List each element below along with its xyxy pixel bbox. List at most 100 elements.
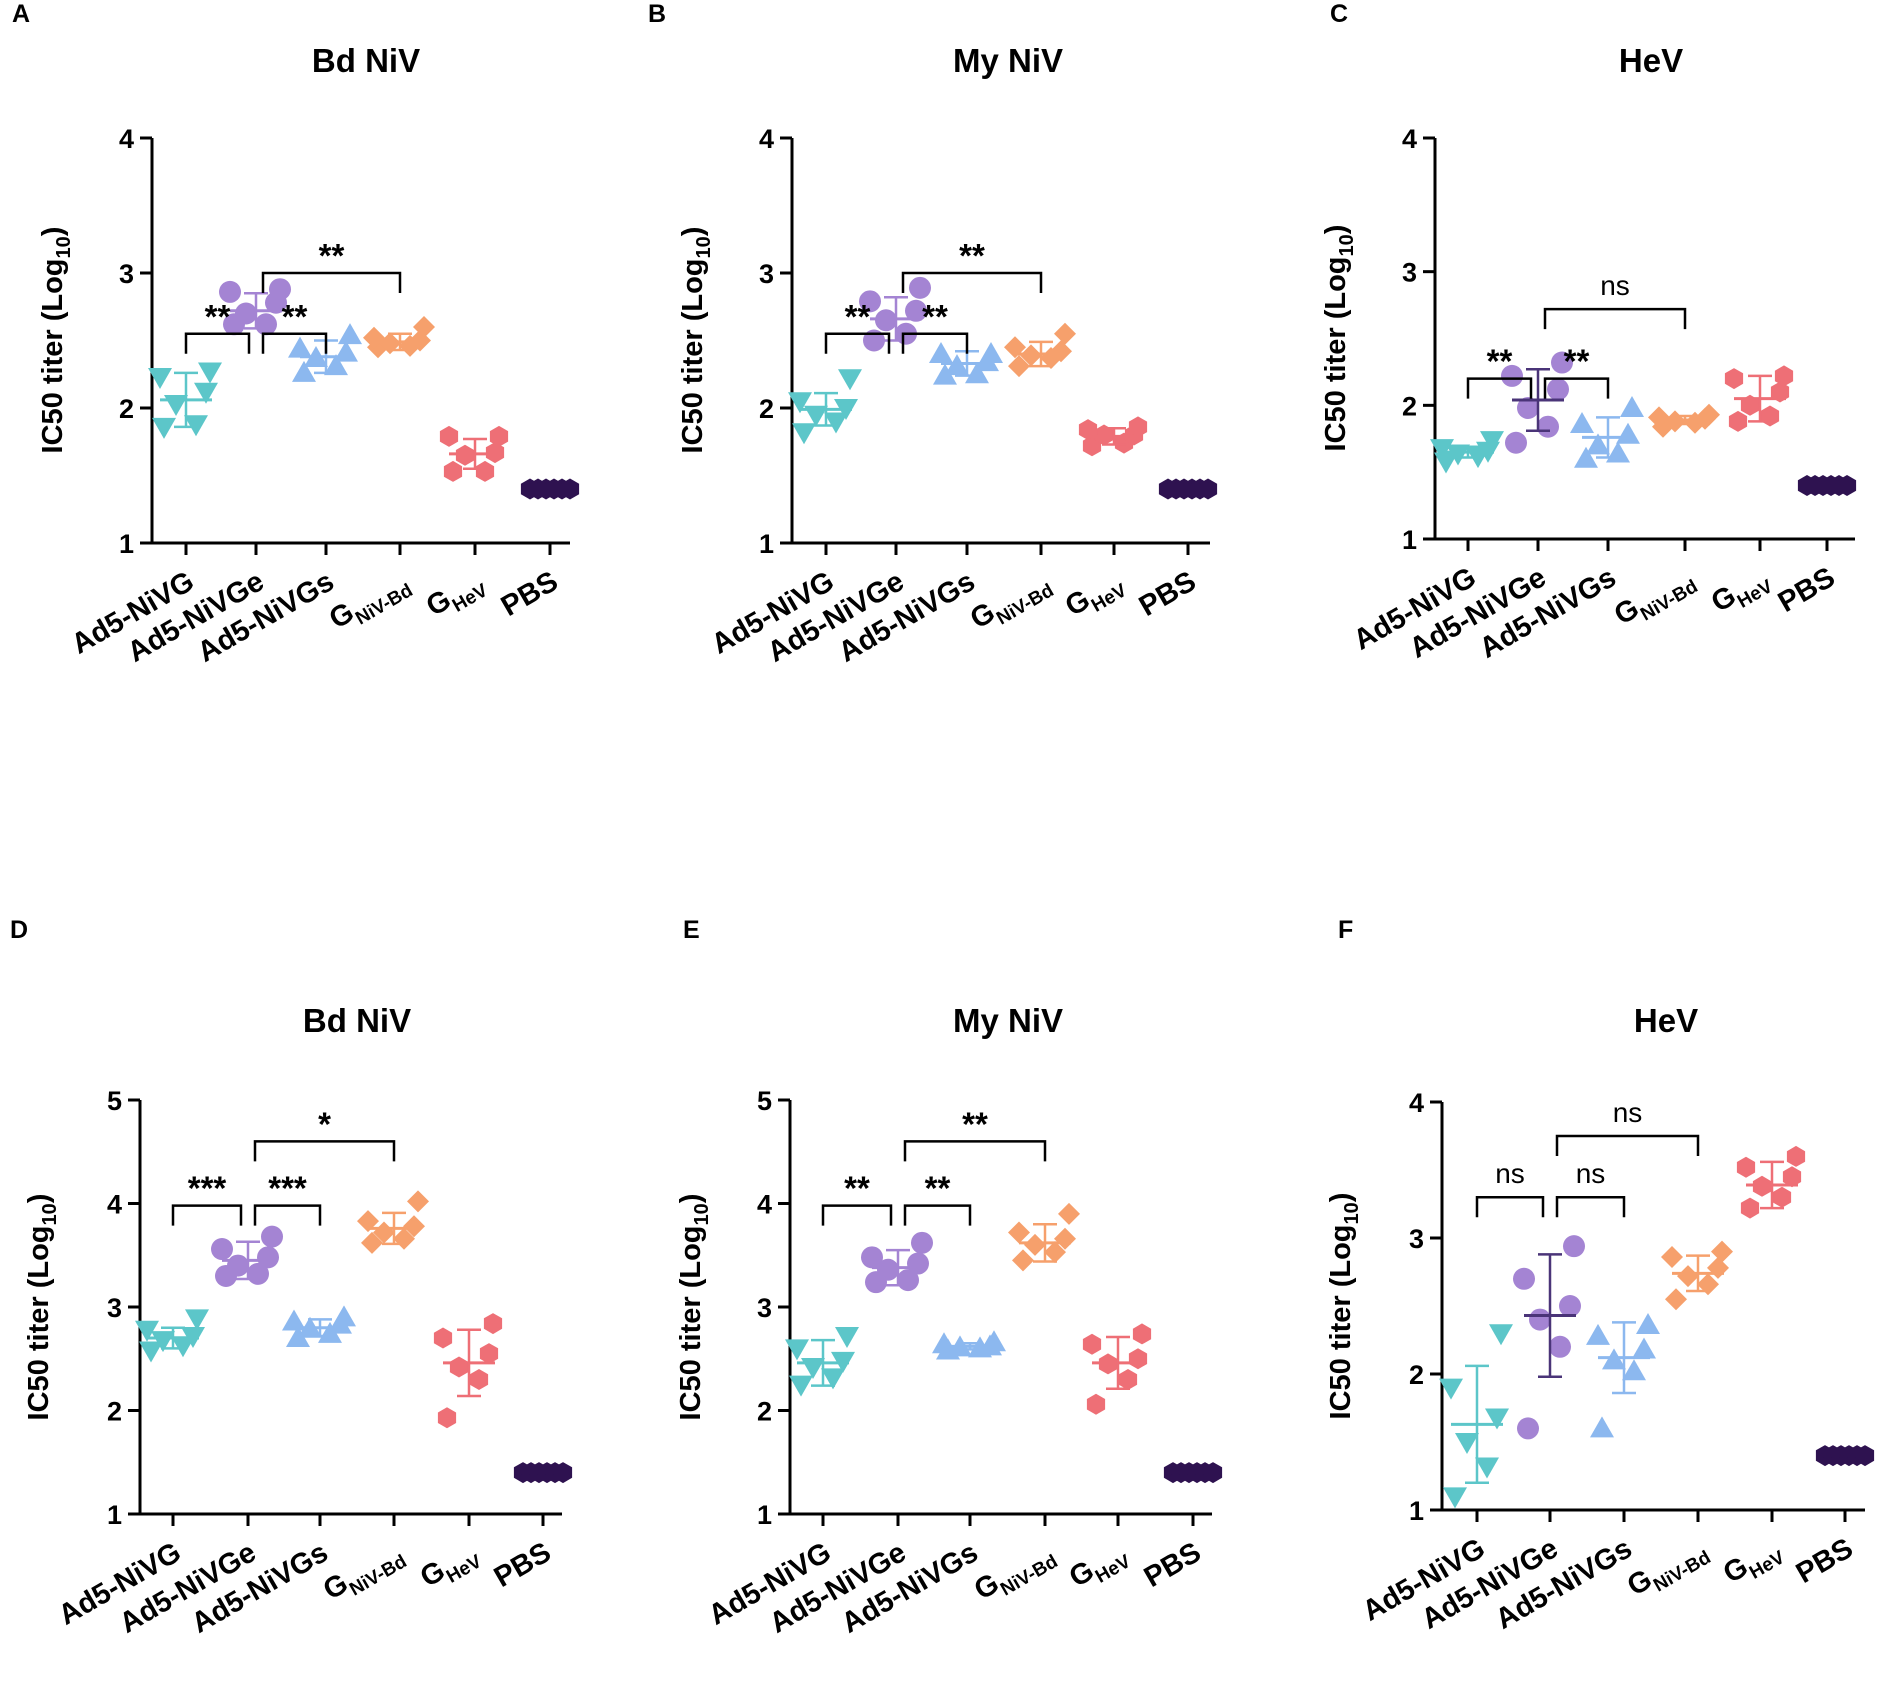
significance-bracket xyxy=(1543,307,1687,330)
series-pbs xyxy=(513,1462,573,1484)
data-point xyxy=(1475,1457,1499,1479)
data-point xyxy=(1517,397,1539,420)
data-point xyxy=(1563,1235,1585,1258)
data-point xyxy=(789,1375,813,1397)
series-pbs xyxy=(1158,478,1218,500)
data-point xyxy=(483,1313,503,1335)
significance-bracket xyxy=(901,271,1043,293)
data-point xyxy=(437,1407,457,1429)
data-point xyxy=(1586,1323,1610,1345)
data-point xyxy=(1574,446,1598,468)
data-point xyxy=(838,369,862,391)
data-point xyxy=(929,342,953,363)
significance-bracket xyxy=(824,332,891,354)
y-tick-label: 2 xyxy=(107,1397,122,1427)
series-ad5-nivge xyxy=(1501,351,1573,454)
x-tick-label: GNiV-Bd xyxy=(969,1536,1061,1611)
data-point xyxy=(1786,1145,1806,1167)
data-point xyxy=(282,1309,306,1331)
significance-label: ** xyxy=(959,237,985,274)
data-point xyxy=(1058,1202,1080,1225)
panel-letter: C xyxy=(1330,0,1348,28)
chart-title: HeV xyxy=(1634,1002,1698,1039)
data-point xyxy=(1044,1241,1066,1264)
data-point xyxy=(413,316,435,338)
data-point xyxy=(1559,1295,1581,1317)
data-point xyxy=(1489,1324,1513,1346)
data-point xyxy=(965,362,989,384)
data-point xyxy=(1697,1273,1719,1296)
data-point xyxy=(1082,1333,1102,1355)
data-point xyxy=(1570,412,1594,434)
x-tick-label: GNiV-Bd xyxy=(965,565,1057,640)
x-tick-label: GHeV xyxy=(1064,1536,1135,1599)
y-tick-label: 2 xyxy=(759,394,774,424)
data-point xyxy=(792,423,816,445)
series-gniv-bd xyxy=(357,1190,429,1254)
panel-letter: D xyxy=(10,916,28,944)
data-point xyxy=(911,1231,933,1254)
y-tick-label: 5 xyxy=(107,1086,122,1116)
data-point xyxy=(1012,1249,1034,1272)
y-tick-label: 3 xyxy=(759,259,774,289)
significance-label: ** xyxy=(922,298,948,335)
data-point xyxy=(982,1330,1006,1352)
data-point xyxy=(1024,1233,1046,1256)
data-point xyxy=(194,382,218,404)
significance-bracket xyxy=(821,1204,893,1226)
data-point xyxy=(1501,364,1523,387)
significance-label: ** xyxy=(962,1105,988,1142)
data-point xyxy=(1446,444,1470,466)
data-point xyxy=(219,280,241,303)
significance-bracket xyxy=(261,271,402,293)
data-point xyxy=(1677,1265,1699,1288)
series-ad5-nivge xyxy=(861,1231,933,1294)
series-ad5-nivge xyxy=(219,278,291,336)
significance-bracket xyxy=(261,332,328,354)
y-axis-label: IC50 titer (Log10) xyxy=(1320,225,1358,452)
y-tick-label: 1 xyxy=(759,529,774,559)
series-pbs xyxy=(1815,1445,1875,1467)
data-point xyxy=(1736,1156,1756,1178)
significance-bracket xyxy=(903,1140,1047,1162)
data-point xyxy=(135,1320,159,1342)
data-point xyxy=(1008,355,1030,378)
series-ad5-nivgs xyxy=(932,1330,1006,1360)
data-point xyxy=(433,1327,453,1349)
data-point xyxy=(979,342,1003,363)
significance-bracket xyxy=(1475,1195,1545,1218)
data-point xyxy=(269,278,291,301)
y-tick-label: 2 xyxy=(757,1397,772,1427)
y-tick-label: 3 xyxy=(1409,1224,1424,1254)
y-axis-label: IC50 titer (Log10) xyxy=(675,1194,713,1421)
series-ad5-nivg xyxy=(135,1309,209,1363)
data-point xyxy=(1505,431,1527,454)
y-tick-label: 2 xyxy=(1409,1360,1424,1390)
data-point xyxy=(286,1326,310,1348)
data-point xyxy=(255,313,277,336)
data-point xyxy=(403,1215,425,1238)
significance-label: *** xyxy=(188,1170,227,1207)
significance-bracket xyxy=(1555,1195,1626,1218)
series-ad5-nivg xyxy=(148,362,222,439)
y-tick-label: 2 xyxy=(119,394,134,424)
significance-bracket xyxy=(1466,377,1533,399)
data-point xyxy=(1455,1433,1479,1454)
x-tick-label: PBS xyxy=(1139,1536,1207,1594)
series-ad5-nivgs xyxy=(1586,1313,1660,1438)
y-axis-label: IC50 titer (Log10) xyxy=(677,227,715,454)
x-tick-label: GHeV xyxy=(1706,561,1777,624)
series-ad5-nivge xyxy=(859,276,931,352)
x-tick-label: GNiV-Bd xyxy=(324,565,416,640)
x-tick-label: PBS xyxy=(1134,565,1202,623)
significance-label: ns xyxy=(1613,1097,1643,1128)
data-point xyxy=(1665,1288,1687,1311)
data-point xyxy=(338,323,362,345)
series-ad5-nivgs xyxy=(929,342,1003,385)
data-point xyxy=(1439,1378,1463,1400)
y-tick-label: 4 xyxy=(119,124,134,154)
series-gniv-bd xyxy=(1661,1240,1733,1311)
